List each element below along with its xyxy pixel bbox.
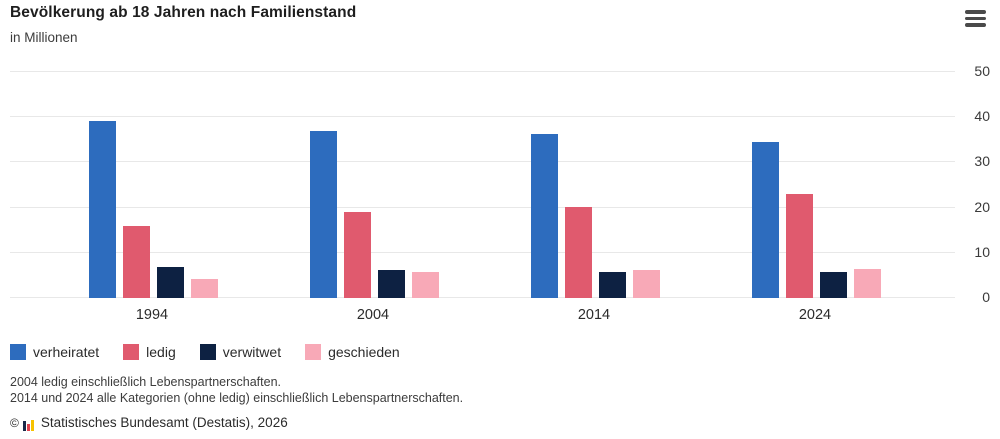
gridline-10 <box>10 251 955 253</box>
bar-verwitwet-2014 <box>599 272 626 298</box>
bar-verwitwet-2004 <box>378 270 405 298</box>
legend-label-verheiratet: verheiratet <box>33 344 100 360</box>
x-tick-label-1994: 1994 <box>135 307 169 323</box>
bar-verheiratet-2004 <box>310 131 337 298</box>
gridline-20 <box>10 206 955 208</box>
bar-verheiratet-1994 <box>89 121 116 298</box>
source-line: © Statistisches Bundesamt (Destatis), 20… <box>10 415 288 431</box>
legend-label-verwitwet: verwitwet <box>222 344 282 360</box>
bar-verwitwet-1994 <box>157 267 184 298</box>
footnote-line: 2014 und 2024 alle Kategorien (ohne ledi… <box>10 391 464 405</box>
legend: verheiratet ledig verwitwet geschieden <box>10 344 424 360</box>
source-label: Statistisches Bundesamt (Destatis), 2026 <box>40 415 288 430</box>
y-tick-label-40: 40 <box>974 108 990 125</box>
hamburger-menu-icon[interactable] <box>965 10 986 28</box>
x-tick-label-2004: 2004 <box>356 307 390 323</box>
gridline-0 <box>10 297 955 298</box>
legend-swatch-ledig <box>123 344 140 360</box>
gridline-30 <box>10 161 955 163</box>
gridline-50 <box>10 71 955 72</box>
legend-item-ledig[interactable]: ledig <box>123 344 176 360</box>
hamburger-bar <box>965 10 986 14</box>
chart-title: Bevölkerung ab 18 Jahren nach Familienst… <box>10 4 357 21</box>
chart-subtitle: in Millionen <box>10 30 78 45</box>
gridline-40 <box>10 116 955 118</box>
x-tick-label-2014: 2014 <box>577 307 611 323</box>
legend-item-verwitwet[interactable]: verwitwet <box>199 344 282 360</box>
plot-area <box>10 0 955 298</box>
bar-geschieden-2024 <box>854 269 881 298</box>
legend-item-geschieden[interactable]: geschieden <box>305 344 400 360</box>
logo-bar <box>30 420 34 431</box>
y-tick-label-20: 20 <box>974 198 990 215</box>
legend-label-geschieden: geschieden <box>328 344 400 360</box>
bar-verheiratet-2014 <box>531 134 558 298</box>
bar-geschieden-2014 <box>633 270 660 298</box>
bar-verwitwet-2024 <box>820 272 847 298</box>
bar-ledig-1994 <box>123 226 150 298</box>
footnotes: 2004 ledig einschließlich Lebenspartners… <box>10 374 463 406</box>
y-tick-label-10: 10 <box>974 243 990 260</box>
footnote-line: 2004 ledig einschließlich Lebenspartners… <box>10 375 282 389</box>
legend-item-verheiratet[interactable]: verheiratet <box>10 344 99 360</box>
bar-ledig-2014 <box>565 207 592 298</box>
hamburger-bar <box>965 16 986 20</box>
bar-geschieden-2004 <box>412 272 439 298</box>
y-tick-label-30: 30 <box>974 153 990 170</box>
y-tick-label-50: 50 <box>974 63 990 79</box>
x-tick-label-2024: 2024 <box>798 307 832 323</box>
y-tick-label-0: 0 <box>982 289 990 305</box>
destatis-logo-icon <box>22 418 35 431</box>
logo-bar <box>26 424 30 431</box>
legend-swatch-verheiratet <box>10 344 26 360</box>
legend-label-ledig: ledig <box>146 344 176 360</box>
hamburger-bar <box>965 23 986 27</box>
bar-ledig-2004 <box>344 212 371 298</box>
bar-geschieden-1994 <box>191 279 218 298</box>
copyright-symbol: © <box>10 416 19 430</box>
legend-swatch-geschieden <box>305 344 322 360</box>
bar-ledig-2024 <box>786 194 813 298</box>
legend-swatch-verwitwet <box>199 344 216 360</box>
logo-bar <box>22 421 26 431</box>
bar-verheiratet-2024 <box>752 142 779 298</box>
